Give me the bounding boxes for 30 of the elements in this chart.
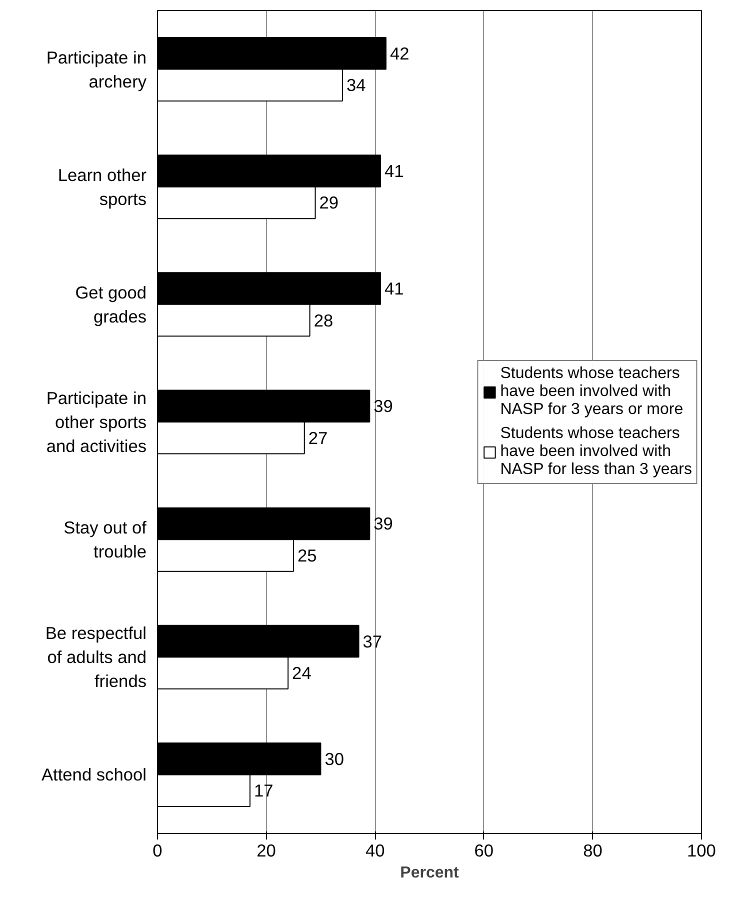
data-label: 41 (384, 160, 404, 181)
x-tick-label: 100 (687, 840, 716, 860)
data-label: 27 (308, 428, 328, 448)
x-tick-label: 40 (365, 840, 385, 860)
y-tick-label: Stay out of trouble (64, 518, 147, 562)
y-tick-label: Participate in other sports and activities (46, 388, 147, 456)
x-tick-label: 80 (583, 840, 602, 860)
data-label: 29 (319, 192, 339, 213)
data-label: 39 (374, 396, 393, 416)
data-label: 34 (346, 75, 366, 96)
legend-label: Students whose teachers have been involved with NASP for less than 3 years (500, 424, 692, 478)
data-label: 25 (298, 545, 317, 566)
data-label: 41 (384, 278, 404, 299)
y-tick-label: Learn other sports (58, 164, 147, 209)
y-tick-label: Be respectful of adults and friends (45, 623, 147, 692)
data-label: 42 (390, 43, 410, 64)
y-tick-label: Participate in archery (46, 47, 147, 92)
data-label: 37 (362, 631, 382, 652)
y-tick-label: Get good grades (75, 282, 147, 326)
x-tick-label: 20 (256, 840, 276, 860)
x-tick-label: 0 (152, 840, 162, 860)
data-label: 28 (314, 310, 334, 330)
data-label: 39 (374, 514, 393, 534)
x-axis-title: Percent (400, 864, 460, 882)
data-label: 17 (254, 780, 274, 801)
legend-label: Students whose teachers have been involved with NASP for 3 years or more (500, 364, 684, 418)
data-label: 30 (324, 748, 344, 769)
data-label: 24 (292, 663, 312, 684)
y-tick-label: Attend school (42, 764, 147, 785)
x-tick-label: 60 (474, 840, 494, 860)
